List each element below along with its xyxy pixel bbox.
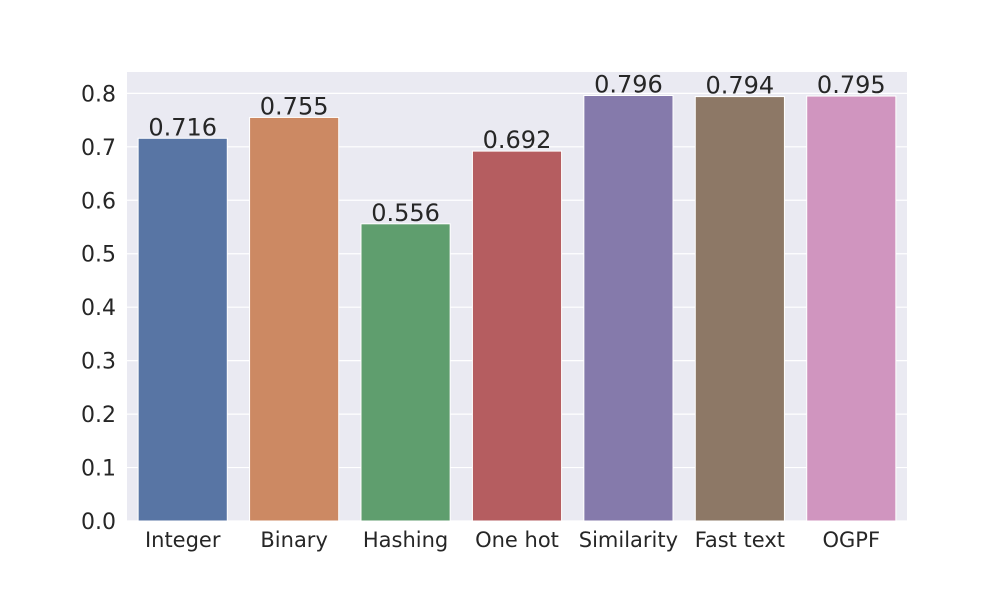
x-tick-label: Binary <box>260 528 327 552</box>
bar-value-label: 0.796 <box>594 71 663 99</box>
bar <box>694 96 785 522</box>
x-tick-label: Fast text <box>695 528 785 552</box>
bar <box>249 116 340 522</box>
x-tick-label: Hashing <box>363 528 448 552</box>
bar-value-label: 0.556 <box>371 199 440 227</box>
bar <box>583 95 674 522</box>
bar <box>471 150 563 522</box>
y-tick-label: 0.4 <box>81 296 116 321</box>
bar-value-label: 0.692 <box>483 126 552 154</box>
bar-value-label: 0.716 <box>148 113 217 141</box>
bar <box>360 223 451 522</box>
bar-value-label: 0.755 <box>260 92 329 120</box>
y-tick-label: 0.5 <box>81 243 116 268</box>
bar-value-label: 0.794 <box>705 72 774 100</box>
y-tick-label: 0.6 <box>81 189 116 214</box>
x-tick-label: OGPF <box>823 528 881 552</box>
x-tick-label: Similarity <box>579 528 678 552</box>
bar <box>806 95 897 522</box>
y-tick-label: 0.3 <box>81 350 116 375</box>
y-tick-label: 0.1 <box>81 457 116 482</box>
y-tick-label: 0.2 <box>81 403 116 428</box>
x-axis-ticks: Integer Binary Hashing One hot Similarity Fas… <box>145 528 880 552</box>
data-labels: 0.716 0.755 0.556 0.692 0.796 0.794 0.795 <box>148 71 885 227</box>
y-tick-label: 0.7 <box>81 136 116 161</box>
x-tick-label: Integer <box>145 528 221 552</box>
y-tick-label: 0.0 <box>81 510 116 535</box>
y-axis-ticks: 0.0 0.1 0.2 0.3 0.4 0.5 0.6 0.7 0.8 <box>81 82 116 535</box>
bars <box>137 95 897 522</box>
y-tick-label: 0.8 <box>81 82 116 107</box>
bar-value-label: 0.795 <box>817 71 886 99</box>
x-tick-label: One hot <box>475 528 559 552</box>
bar <box>137 137 228 522</box>
